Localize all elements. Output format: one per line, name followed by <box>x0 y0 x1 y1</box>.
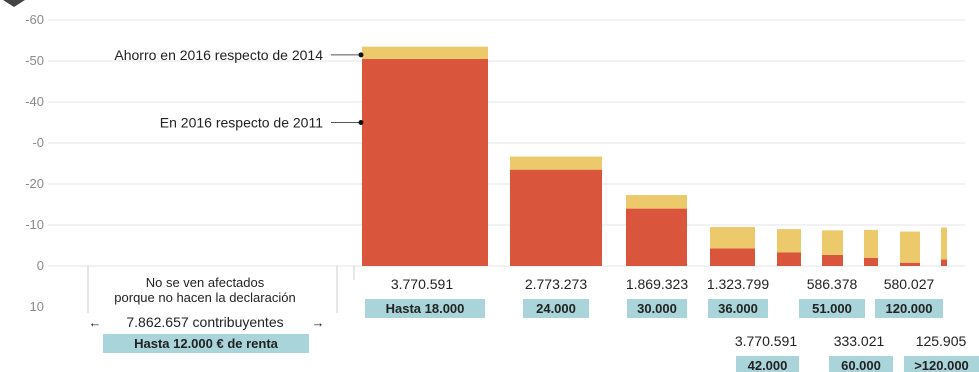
bar-segment-2011 <box>710 248 755 266</box>
category-count: 1.869.323 <box>626 276 688 292</box>
category-count: 580.027 <box>884 276 935 292</box>
callout-label: Ahorro en 2016 respecto de 2014 <box>114 47 323 63</box>
category-label: Hasta 18.000 <box>386 301 465 316</box>
category-badge-bg <box>829 356 893 372</box>
callout-dot <box>358 52 364 58</box>
bar-segment-2014 <box>510 156 602 170</box>
category-count: 3.770.591 <box>735 333 797 349</box>
gridlines <box>48 19 965 267</box>
y-axis: -60 -50 -40 -0 -20 -10 0 10 <box>25 12 44 314</box>
callouts: Ahorro en 2016 respecto de 2014 En 2016 r… <box>114 47 364 131</box>
category-badge-bg <box>799 299 865 318</box>
bar-segment-2014 <box>777 229 801 253</box>
category-count: 2.773.273 <box>525 276 587 292</box>
bar-segment-2011 <box>362 58 488 267</box>
callout-label: En 2016 respecto de 2011 <box>160 115 323 131</box>
unaffected-line2: porque no hacen la declaración <box>114 290 295 305</box>
bar-segment-2011 <box>822 254 843 266</box>
bar-segment-2014 <box>822 230 843 255</box>
y-tick-label: -40 <box>25 94 44 109</box>
category-badge-bg <box>736 356 799 372</box>
category-badge-bg <box>523 299 589 318</box>
y-tick-label: -0 <box>32 135 44 150</box>
category-count: 125.905 <box>916 333 967 349</box>
bar-segment-2011 <box>626 208 687 266</box>
category-count: 586.378 <box>807 276 858 292</box>
unaffected-count: 7.862.657 contribuyentes <box>126 314 283 330</box>
category-badge-bg <box>627 299 687 318</box>
bar-segment-2011 <box>900 262 920 266</box>
category-label: 36.000 <box>718 301 758 316</box>
unaffected-badge: Hasta 12.000 € de renta <box>134 336 279 351</box>
arrow-left: ← <box>89 315 102 330</box>
category-label: 60.000 <box>841 358 881 372</box>
category-count: 3.770.591 <box>391 276 453 292</box>
bar-segment-2014 <box>900 231 920 263</box>
unaffected-group: No se ven afectados porque no hacen la d… <box>89 275 325 353</box>
bar-segment-2011 <box>510 169 602 266</box>
category-label: 30.000 <box>637 301 677 316</box>
callout-dot <box>358 120 364 125</box>
arrow-right: → <box>312 315 325 330</box>
bar-segment-2011 <box>864 257 878 266</box>
y-tick-label: -20 <box>25 176 44 191</box>
bar-segment-2011 <box>777 252 801 266</box>
bar-segment-2014 <box>626 195 687 209</box>
bar-segment-2011 <box>941 259 947 266</box>
category-badge-bg <box>365 299 485 318</box>
bar-segment-2014 <box>941 227 947 260</box>
y-tick-label: 0 <box>37 258 44 273</box>
category-label: >120.000 <box>914 358 969 372</box>
category-count: 333.021 <box>834 333 885 349</box>
category-label: 120.000 <box>886 301 933 316</box>
category-badge-bg <box>904 356 979 372</box>
unaffected-line1: No se ven afectados <box>146 275 265 290</box>
bar-segment-2014 <box>710 227 755 249</box>
category-badge-bg <box>875 299 943 318</box>
category-label: 51.000 <box>812 301 852 316</box>
category-label: 42.000 <box>748 358 788 372</box>
y-tick-label: -60 <box>25 12 44 27</box>
bar-segment-2014 <box>362 46 488 59</box>
category-label: 24.000 <box>536 301 576 316</box>
unaffected-badge-bg <box>103 334 309 353</box>
category-count: 1.323.799 <box>707 276 769 292</box>
bar-segment-2014 <box>864 229 878 258</box>
header-tab-marker <box>3 0 25 7</box>
category-labels: 3.770.591 Hasta 18.000 2.773.273 24.000 1.86… <box>87 266 979 372</box>
y-tick-label: 10 <box>30 299 44 314</box>
bars <box>362 46 947 267</box>
y-tick-label: -10 <box>25 217 44 232</box>
category-badge-bg <box>708 299 768 318</box>
y-tick-label: -50 <box>25 53 44 68</box>
